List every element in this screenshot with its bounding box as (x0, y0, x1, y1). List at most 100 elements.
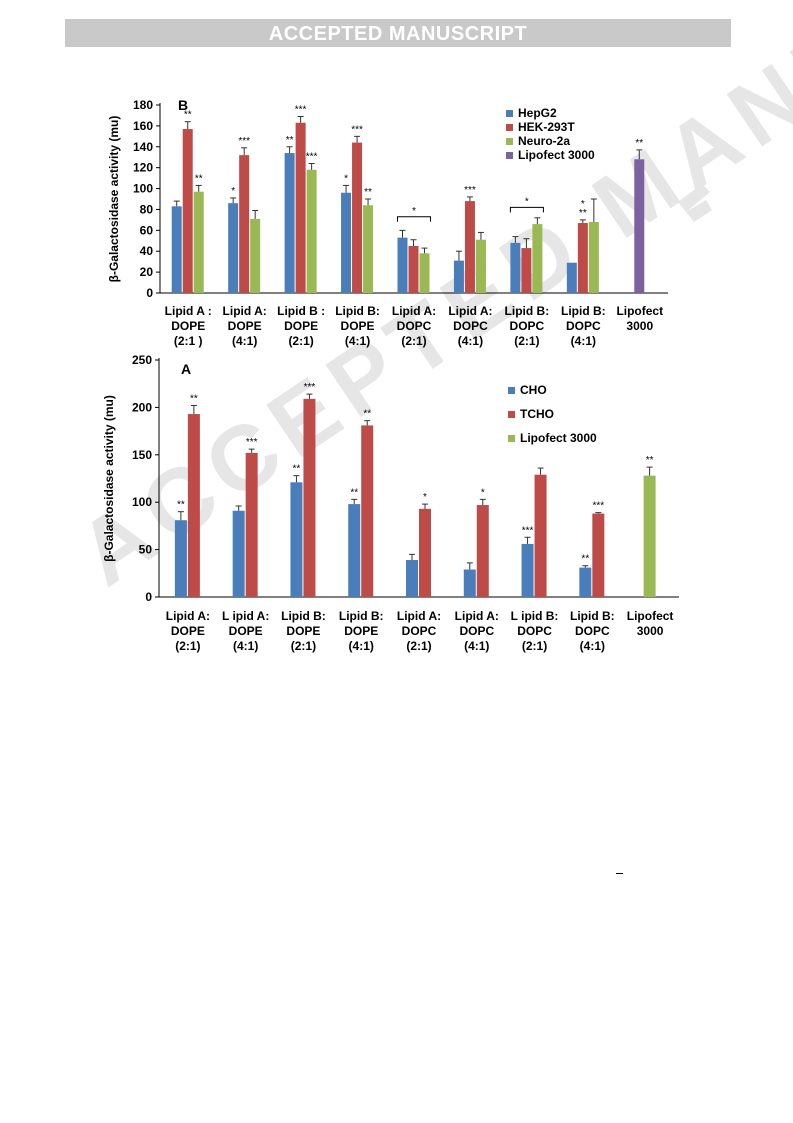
panel-letter: B (178, 97, 188, 113)
category-label: (2:1) (175, 639, 200, 653)
category-label: (2:1) (514, 334, 539, 348)
legend-label: Neuro-2a (518, 134, 570, 148)
bar (521, 543, 534, 597)
significance-mark: ** (350, 487, 358, 498)
y-axis-label: β-Galactosidase activity (mu) (102, 395, 116, 562)
significance-mark: *** (592, 501, 604, 512)
bar (290, 482, 303, 597)
bar (408, 246, 419, 293)
category-label: Lipid B: (335, 304, 380, 318)
category-label: (4:1) (571, 334, 596, 348)
category-label: Lipofect (627, 609, 674, 623)
y-tick-label: 50 (139, 543, 153, 557)
significance-bracket (509, 206, 544, 213)
legend-swatch (508, 411, 515, 418)
bar (174, 520, 187, 597)
bar (348, 504, 361, 597)
y-axis-label: β-Galactosidase activity (mu) (107, 116, 121, 283)
significance-mark: ** (177, 500, 185, 511)
category-label: Lipid B : (277, 304, 325, 318)
bar (284, 153, 295, 293)
category-label: (2:1) (522, 639, 547, 653)
significance-mark: ** (646, 455, 654, 466)
category-label: DOPE (228, 319, 262, 333)
bar (406, 560, 418, 597)
y-tick-label: 180 (133, 98, 153, 112)
category-label: (2:1) (288, 334, 313, 348)
category-label: Lipid A : (165, 304, 212, 318)
y-tick-label: 20 (140, 265, 154, 279)
stray-mark (616, 873, 623, 874)
bar (363, 205, 374, 293)
significance-mark: ** (581, 554, 589, 565)
y-tick-label: 0 (145, 590, 152, 604)
category-label: DOPE (171, 319, 205, 333)
significance-mark: ** (364, 187, 372, 198)
significance-mark: *** (246, 437, 258, 448)
significance-mark: * (481, 487, 485, 498)
category-label: DOPE (284, 319, 318, 333)
bar (182, 129, 193, 293)
y-tick-label: 60 (140, 223, 154, 237)
category-label: DOPC (402, 624, 437, 638)
category-label: Lipid B: (505, 304, 550, 318)
category-label: 3000 (637, 624, 664, 638)
bar (532, 224, 543, 293)
category-label: Lipid A: (455, 609, 499, 623)
significance-mark: ** (184, 110, 192, 121)
y-tick-label: 250 (132, 353, 152, 367)
bar (361, 425, 374, 597)
bar (232, 510, 245, 597)
bar (464, 201, 475, 293)
legend-swatch (506, 124, 513, 131)
significance-mark: * (344, 173, 348, 184)
y-tick-label: 150 (132, 448, 152, 462)
significance-mark: * (231, 186, 235, 197)
category-label: DOPE (286, 624, 320, 638)
bar (171, 206, 182, 293)
significance-mark: ** (293, 464, 301, 475)
chart-panel-b: 0 20 40 60 80 100 120 140 160 180 β-Galactosidase … (107, 97, 668, 348)
bar (579, 567, 592, 597)
bar (534, 474, 547, 597)
bar (419, 508, 431, 597)
category-label: L ipid A: (222, 609, 269, 623)
significance-mark: *** (351, 124, 363, 135)
category-label: Lipid A: (397, 609, 441, 623)
category-label: DOPE (344, 624, 378, 638)
bar (352, 142, 363, 293)
bar (643, 475, 656, 597)
significance-mark: ** (195, 173, 203, 184)
panel-letter: A (181, 361, 191, 377)
bar (475, 239, 486, 293)
significance-mark: ** (635, 138, 643, 149)
category-label: DOPC (575, 624, 610, 638)
category-label: Lipid A: (223, 304, 267, 318)
bar (419, 253, 430, 293)
bar (228, 203, 239, 293)
bar (341, 192, 352, 293)
bar (250, 218, 261, 293)
significance-mark: ** (286, 135, 294, 146)
legend-label: Lipofect 3000 (520, 431, 597, 445)
y-tick-label: 40 (140, 244, 154, 258)
category-label: DOPC (566, 319, 601, 333)
category-label: Lipid B: (281, 609, 326, 623)
category-label: DOPC (510, 319, 545, 333)
significance-mark: ** (579, 208, 587, 219)
category-label: DOPC (397, 319, 432, 333)
category-label: (4:1) (233, 639, 258, 653)
legend-swatch (506, 152, 513, 159)
category-label: Lipid A: (166, 609, 210, 623)
category-label: (2:1) (291, 639, 316, 653)
category-label: (4:1) (458, 334, 483, 348)
bar (295, 122, 306, 293)
bar (521, 248, 532, 293)
y-tick-label: 100 (132, 495, 152, 509)
significance-mark: *** (522, 525, 534, 536)
category-label: (4:1) (345, 334, 370, 348)
bar (510, 242, 521, 293)
legend-label: HepG2 (518, 106, 557, 120)
bar (566, 262, 577, 293)
legend-swatch (506, 110, 513, 117)
